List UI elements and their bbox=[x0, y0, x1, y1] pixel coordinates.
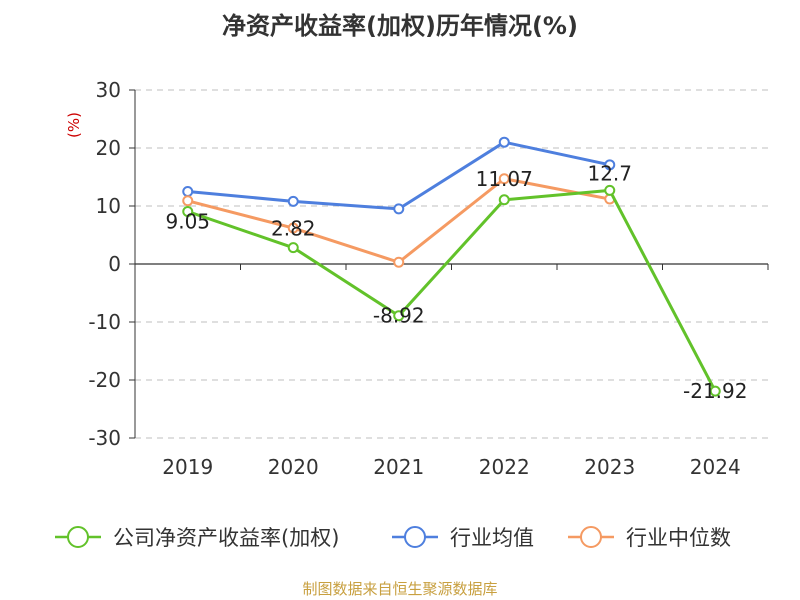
data-point bbox=[498, 194, 510, 206]
data-point bbox=[182, 186, 194, 197]
data-point bbox=[498, 173, 510, 185]
source-note: 制图数据来自恒生聚源数据库 bbox=[302, 580, 498, 598]
data-point bbox=[182, 195, 194, 207]
data-point bbox=[287, 242, 299, 254]
x-tick-label: 2022 bbox=[479, 455, 530, 479]
data-point bbox=[604, 184, 616, 196]
data-point bbox=[393, 310, 405, 322]
x-tick-label: 2024 bbox=[690, 455, 741, 479]
data-labels: 9.05 2.82 -8.92 11.07 12.7 -21.92 bbox=[165, 161, 747, 403]
y-tick-label: -30 bbox=[88, 426, 121, 450]
series-lines bbox=[182, 136, 721, 397]
x-tick-label: 2019 bbox=[162, 455, 213, 479]
data-label: 9.05 bbox=[165, 210, 210, 234]
data-label: -8.92 bbox=[373, 304, 425, 328]
legend: 公司净资产收益率(加权) 行业均值 行业中位数 bbox=[55, 526, 731, 550]
y-tick-label: 10 bbox=[96, 194, 121, 218]
x-tick-label: 2021 bbox=[373, 455, 424, 479]
legend-label: 行业中位数 bbox=[626, 526, 731, 550]
y-tick-label: 20 bbox=[96, 136, 121, 160]
legend-marker bbox=[67, 526, 89, 548]
y-tick-label: -20 bbox=[88, 368, 121, 392]
y-tick-label: 0 bbox=[108, 252, 121, 276]
data-label: 11.07 bbox=[476, 167, 533, 191]
x-tick-label: 2020 bbox=[268, 455, 319, 479]
series-line bbox=[187, 188, 717, 392]
legend-label: 公司净资产收益率(加权) bbox=[113, 526, 339, 550]
data-point bbox=[393, 203, 405, 215]
data-point bbox=[604, 159, 616, 171]
y-tick-label: 30 bbox=[96, 78, 121, 102]
data-label: -21.92 bbox=[683, 379, 747, 403]
data-point bbox=[498, 136, 510, 148]
data-point bbox=[287, 222, 299, 234]
data-label: 2.82 bbox=[271, 217, 316, 241]
series-line bbox=[187, 140, 611, 211]
chart-title: 净资产收益率(加权)历年情况(%) bbox=[222, 12, 578, 40]
data-point bbox=[287, 195, 299, 207]
legend-label: 行业均值 bbox=[450, 526, 534, 550]
data-point bbox=[393, 256, 405, 268]
data-label: 12.7 bbox=[587, 161, 632, 185]
legend-marker bbox=[404, 526, 426, 548]
x-tick-label: 2023 bbox=[584, 455, 635, 479]
axes: 30 20 10 0 -10 -20 -30 2019 2020 2021 2022 2023 2024 bbox=[88, 78, 769, 479]
y-tick-label: -10 bbox=[88, 310, 121, 334]
series-line bbox=[187, 177, 611, 264]
data-point bbox=[182, 206, 194, 218]
y-axis-unit-label: (%) bbox=[65, 112, 83, 138]
legend-marker bbox=[580, 526, 602, 548]
data-point bbox=[709, 385, 721, 397]
